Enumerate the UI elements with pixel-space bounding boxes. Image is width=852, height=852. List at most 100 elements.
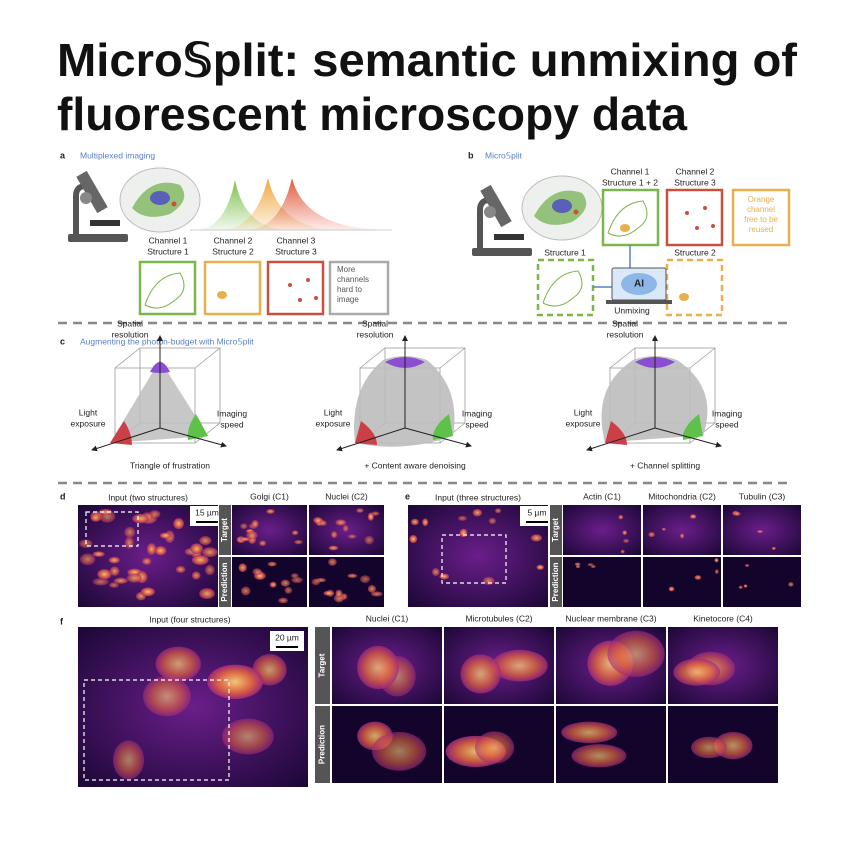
micrograph-blob bbox=[482, 576, 495, 586]
axis bbox=[404, 427, 472, 448]
micrograph-blob bbox=[530, 534, 543, 542]
trade-off-surface bbox=[601, 356, 708, 443]
label: Input (four structures) bbox=[149, 614, 230, 624]
label: Light bbox=[574, 407, 593, 417]
micrograph-blob bbox=[291, 530, 299, 536]
micrograph-blob bbox=[367, 585, 376, 593]
micrograph-blob bbox=[347, 534, 357, 539]
label: Kinetocore (C4) bbox=[693, 613, 753, 623]
cube-edge bbox=[689, 347, 716, 369]
image-box bbox=[536, 258, 595, 317]
dot bbox=[573, 209, 579, 215]
micrograph-blob bbox=[347, 573, 358, 579]
label: resolution bbox=[357, 329, 394, 339]
micrograph-blob bbox=[359, 575, 371, 584]
panel-heading: Augmenting the photon-budget with Micro𝕊… bbox=[80, 336, 254, 346]
image-box bbox=[601, 188, 660, 247]
label: Orange bbox=[748, 195, 775, 204]
micrograph-blob bbox=[79, 553, 96, 566]
micrograph-blob bbox=[108, 556, 120, 564]
dot bbox=[288, 283, 292, 287]
title: Micro𝕊plit: semantic unmixing of bbox=[57, 34, 798, 86]
image-box bbox=[731, 188, 791, 247]
micrograph-blob bbox=[175, 565, 186, 574]
micrograph-blob bbox=[488, 517, 497, 525]
label: Imaging bbox=[217, 408, 248, 418]
micrograph-blob bbox=[199, 588, 215, 599]
micrograph-blob bbox=[294, 539, 303, 545]
panel-label: f bbox=[60, 616, 64, 626]
cube-edge bbox=[609, 347, 636, 369]
microscope bbox=[472, 248, 532, 256]
cube-edge bbox=[194, 422, 221, 444]
row-label-bg bbox=[550, 557, 562, 607]
label: Channel 1 bbox=[149, 235, 188, 245]
micrograph-blob bbox=[587, 563, 594, 567]
micrograph-blob bbox=[335, 519, 347, 526]
image-box bbox=[665, 258, 724, 317]
micrograph-blob bbox=[132, 513, 149, 524]
microscope bbox=[76, 170, 108, 214]
micrograph-blob bbox=[290, 573, 299, 579]
laptop-base bbox=[606, 300, 672, 304]
label: 15 µm bbox=[195, 507, 219, 517]
nucleus bbox=[552, 199, 572, 213]
axis bbox=[336, 427, 406, 452]
micrograph-blob bbox=[266, 508, 275, 514]
cap-speed bbox=[682, 414, 703, 440]
label: image bbox=[337, 295, 359, 304]
dot bbox=[171, 201, 177, 207]
spectrum bbox=[245, 178, 390, 230]
micrograph-blob bbox=[126, 573, 142, 583]
micrograph-blob bbox=[154, 545, 167, 556]
micrograph-blob bbox=[191, 554, 209, 565]
label: Tubulin (C3) bbox=[739, 491, 786, 501]
label: exposure bbox=[316, 418, 351, 428]
label: reused bbox=[749, 225, 773, 234]
micrograph-blob bbox=[109, 566, 120, 576]
spectrum bbox=[195, 180, 290, 230]
label: Structure 2 bbox=[212, 246, 254, 256]
image-box bbox=[328, 260, 390, 316]
dot bbox=[298, 298, 302, 302]
micrograph-blob bbox=[495, 508, 502, 514]
label: free to be bbox=[744, 215, 778, 224]
micrograph-blob bbox=[207, 664, 263, 700]
image-box bbox=[203, 260, 262, 316]
micrograph-blob bbox=[680, 533, 685, 539]
micrograph-blob bbox=[238, 563, 247, 572]
micrograph-blob bbox=[536, 564, 544, 570]
micrograph bbox=[723, 557, 801, 607]
micrograph-blob bbox=[92, 551, 105, 557]
label: Target bbox=[551, 518, 560, 542]
micrograph-blob bbox=[90, 514, 101, 522]
micrograph-blob bbox=[280, 579, 290, 587]
micrograph-blob bbox=[240, 523, 248, 530]
micrograph-blob bbox=[92, 578, 109, 586]
label: + Channel splitting bbox=[630, 460, 700, 470]
trade-off-surface bbox=[110, 360, 208, 443]
cap-speed bbox=[187, 414, 208, 440]
label: Mitochondria (C2) bbox=[648, 491, 716, 501]
panel-label: d bbox=[60, 491, 66, 501]
dot bbox=[703, 206, 707, 210]
micrograph-blob bbox=[155, 646, 202, 682]
label: Nuclear membrane (C3) bbox=[565, 613, 656, 623]
microscope bbox=[90, 220, 120, 226]
micrograph-blob bbox=[259, 540, 267, 547]
micrograph-blob bbox=[756, 530, 763, 533]
micrograph-blob bbox=[173, 518, 184, 530]
micrograph-blob bbox=[738, 585, 743, 589]
micrograph-blob bbox=[370, 591, 383, 597]
micrograph-blob bbox=[330, 531, 338, 539]
microscope bbox=[68, 234, 128, 242]
label: Imaging bbox=[712, 408, 743, 418]
micrograph-blob bbox=[335, 589, 343, 598]
label: speed bbox=[220, 419, 243, 429]
label: Prediction bbox=[220, 562, 229, 601]
label: AI bbox=[634, 279, 644, 290]
micrograph bbox=[556, 706, 666, 783]
micrograph-blob bbox=[491, 649, 548, 682]
micrograph-blob bbox=[743, 584, 748, 588]
